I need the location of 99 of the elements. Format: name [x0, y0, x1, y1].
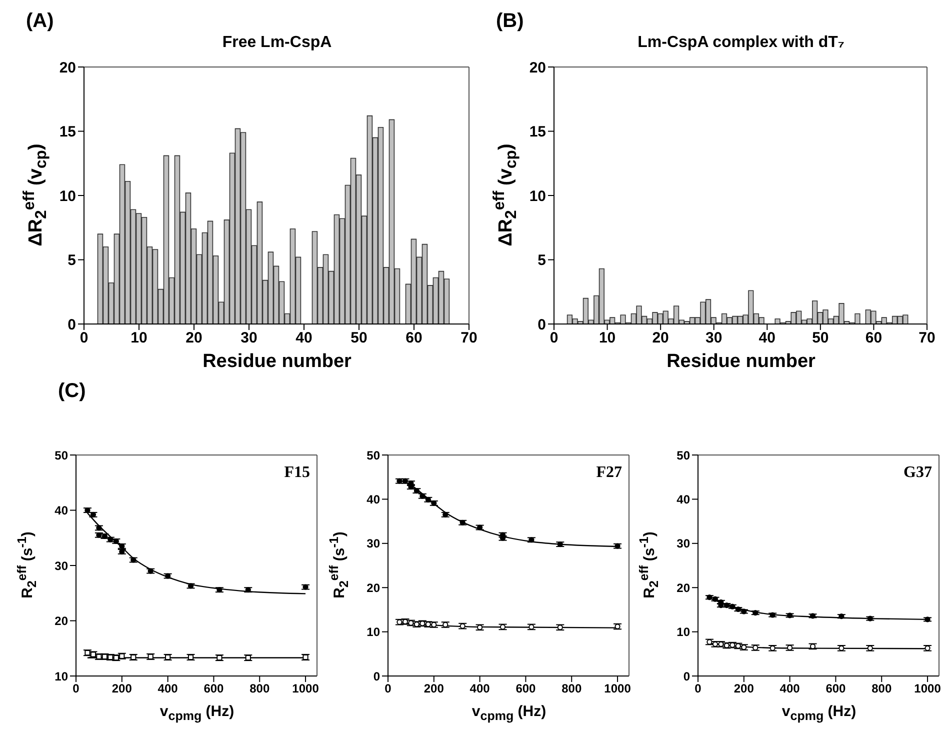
- y-tick-label: 20: [59, 59, 76, 76]
- x-tick-label: 20: [652, 330, 669, 347]
- x-axis-title: v$_{cpmg}$ (Hz): [470, 703, 548, 723]
- text: G37: [904, 464, 932, 482]
- x-tick-label: 50: [350, 330, 368, 347]
- x-tick-label: 30: [706, 330, 722, 347]
- x-tick-label: 60: [406, 330, 422, 347]
- y-tick-label: 0: [68, 316, 76, 334]
- y-tick-label: 10: [366, 625, 380, 640]
- y-tick-label: 40: [54, 504, 68, 518]
- x-tick-label: 400: [780, 682, 800, 696]
- point: [165, 573, 171, 579]
- text: (B): [496, 10, 524, 33]
- y-tick-label: 20: [676, 580, 690, 595]
- y-tick-label: 50: [54, 448, 68, 462]
- x-tick-label: 600: [516, 682, 536, 696]
- x-tick-label: 200: [424, 682, 444, 696]
- x-tick-label: 800: [250, 682, 270, 696]
- point: [96, 525, 102, 531]
- point: [770, 612, 776, 618]
- y-tick-label: 0: [683, 669, 690, 684]
- x-tick-label: 40: [296, 330, 312, 347]
- point: [614, 543, 620, 549]
- point: [148, 654, 154, 660]
- x-axis-title: Residue number: [666, 351, 816, 373]
- x-axis-title: Residue number: [202, 351, 352, 373]
- point: [477, 524, 483, 530]
- y-tick-label: 5: [538, 252, 546, 270]
- point: [130, 557, 136, 563]
- point: [924, 616, 930, 622]
- x-tick-label: 10: [130, 330, 148, 347]
- x-tick-label: 0: [80, 330, 88, 347]
- x-tick-label: 800: [872, 682, 892, 696]
- point: [245, 587, 251, 593]
- chart-title: Free Lm-CspA: [221, 34, 333, 52]
- x-tick-label: 0: [550, 330, 558, 347]
- point: [867, 616, 873, 622]
- point: [460, 520, 466, 526]
- point: [528, 537, 534, 543]
- x-tick-label: 70: [460, 330, 478, 347]
- point: [148, 568, 154, 574]
- x-axis-title: v$_{cpmg}$ (Hz): [780, 703, 858, 723]
- y-tick-label: 30: [676, 536, 690, 551]
- x-tick-label: 10: [598, 330, 616, 347]
- y-tick-label: 20: [529, 59, 546, 76]
- x-tick-label: 600: [204, 682, 224, 696]
- point: [557, 624, 563, 630]
- x-axis-title: v$_{cpmg}$ (Hz): [158, 703, 236, 723]
- text: F15: [284, 464, 310, 482]
- x-tick-label: 60: [865, 330, 882, 347]
- point: [557, 541, 563, 548]
- point: [442, 512, 448, 518]
- point: [838, 614, 844, 620]
- x-tick-label: 800: [562, 682, 582, 696]
- point: [706, 639, 712, 645]
- x-tick-label: 50: [812, 330, 829, 347]
- y-tick-label: 15: [529, 124, 546, 141]
- x-tick-label: 1000: [604, 682, 632, 696]
- y-tick-label: 10: [676, 625, 690, 640]
- chart-title: Lm-CspA complex with dT₇: [636, 34, 846, 52]
- y-tick-label: 30: [54, 558, 68, 573]
- y-tick-label: 0: [373, 669, 380, 684]
- y-tick-label: 50: [366, 448, 380, 462]
- point: [528, 624, 534, 630]
- x-tick-label: 40: [758, 330, 776, 347]
- point: [614, 624, 620, 630]
- y-tick-label: 50: [676, 448, 690, 462]
- x-tick-label: 600: [826, 682, 846, 696]
- text: F27: [596, 464, 622, 482]
- y-tick-label: 15: [59, 124, 76, 141]
- y-tick-label: 0: [538, 316, 546, 334]
- x-tick-label: 200: [112, 682, 132, 696]
- x-tick-label: 30: [240, 330, 258, 347]
- y-tick-label: 20: [54, 614, 68, 628]
- point: [216, 587, 222, 593]
- x-tick-label: 1000: [292, 682, 320, 696]
- x-tick-label: 70: [918, 330, 936, 347]
- y-tick-label: 10: [54, 669, 68, 684]
- x-tick-label: 1000: [914, 682, 942, 696]
- y-tick-label: 40: [676, 492, 690, 506]
- y-tick-label: 10: [529, 188, 546, 205]
- y-tick-label: 10: [59, 188, 76, 205]
- point: [787, 612, 793, 618]
- x-tick-label: 400: [470, 682, 490, 696]
- x-tick-label: 20: [186, 330, 202, 347]
- x-tick-label: 0: [384, 682, 392, 696]
- y-tick-label: 30: [366, 536, 380, 551]
- y-tick-label: 5: [68, 252, 76, 270]
- point: [477, 624, 483, 630]
- text: (C): [58, 380, 86, 403]
- point: [460, 623, 466, 629]
- x-tick-label: 200: [734, 682, 754, 696]
- text: (A): [26, 10, 54, 33]
- x-tick-label: 0: [694, 682, 702, 696]
- y-tick-label: 40: [366, 492, 380, 506]
- x-tick-label: 400: [158, 682, 178, 696]
- point: [302, 584, 308, 590]
- y-tick-label: 20: [366, 580, 380, 595]
- point: [752, 610, 758, 616]
